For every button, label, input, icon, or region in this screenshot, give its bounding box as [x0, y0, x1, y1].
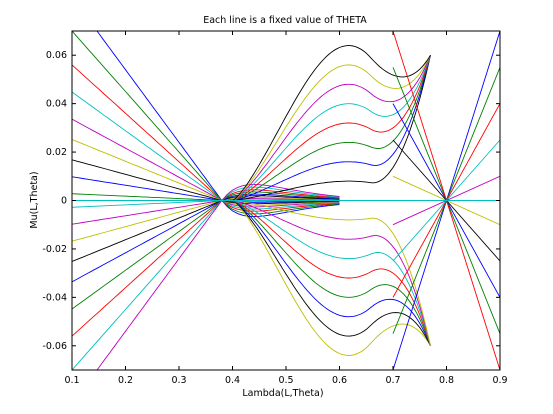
x-tick-label: 0.3 — [171, 375, 186, 386]
y-tick-label: 0.02 — [46, 147, 67, 158]
y-tick-label: -0.04 — [42, 292, 67, 303]
theta-line — [72, 64, 340, 212]
plot-area — [72, 31, 500, 370]
theta-line — [72, 191, 340, 310]
x-tick-label: 0.4 — [225, 375, 240, 386]
theta-line — [232, 200, 431, 346]
theta-line — [72, 193, 340, 283]
x-tick-label: 0.5 — [278, 375, 293, 386]
y-tick-label: -0.06 — [42, 341, 67, 352]
theta-line — [72, 189, 340, 337]
theta-line — [72, 139, 340, 206]
theta-line — [72, 196, 340, 242]
theta-line — [232, 200, 431, 346]
chart-title: Each line is a fixed value of THETA — [203, 15, 367, 26]
theta-line — [232, 55, 431, 201]
y-axis-label: Mu(L,Theta) — [29, 171, 40, 228]
x-axis: 0.1 0.2 0.3 0.4 0.5 0.6 0.7 0.8 0.9 — [64, 31, 508, 386]
y-tick-label: 0.04 — [46, 99, 67, 110]
theta-line — [232, 200, 431, 346]
theta-line — [72, 159, 340, 205]
x-tick-label: 0.1 — [64, 375, 79, 386]
y-tick-label: 0.06 — [46, 50, 67, 61]
y-tick-label: 0 — [61, 196, 67, 207]
x-tick-label: 0.6 — [332, 375, 347, 386]
theta-line — [232, 200, 431, 356]
theta-line — [72, 186, 340, 370]
x-tick-label: 0.7 — [385, 375, 400, 386]
theta-line — [72, 31, 340, 215]
x-axis-label: Lambda(L,Theta) — [242, 388, 323, 399]
x-tick-label: 0.9 — [492, 375, 507, 386]
theta-line — [72, 118, 340, 208]
theta-line — [72, 176, 340, 203]
theta-line — [232, 200, 431, 346]
theta-line — [72, 198, 340, 225]
theta-line — [232, 54, 431, 201]
theta-line — [232, 45, 431, 201]
theta-line — [232, 200, 431, 346]
x-tick-label: 0.2 — [118, 375, 133, 386]
theta-line — [72, 91, 340, 210]
theta-line — [232, 200, 431, 347]
theta-line — [232, 55, 431, 201]
theta-line — [232, 55, 431, 201]
theta-line — [232, 55, 431, 201]
x-tick-label: 0.8 — [439, 375, 454, 386]
theta-line — [96, 184, 340, 370]
theta-line — [232, 55, 431, 201]
y-axis: 0.06 0.04 0.02 0 -0.02 -0.04 -0.06 — [42, 50, 500, 352]
theta-line — [96, 31, 340, 217]
y-tick-label: -0.02 — [42, 244, 67, 255]
theta-line — [72, 195, 340, 262]
